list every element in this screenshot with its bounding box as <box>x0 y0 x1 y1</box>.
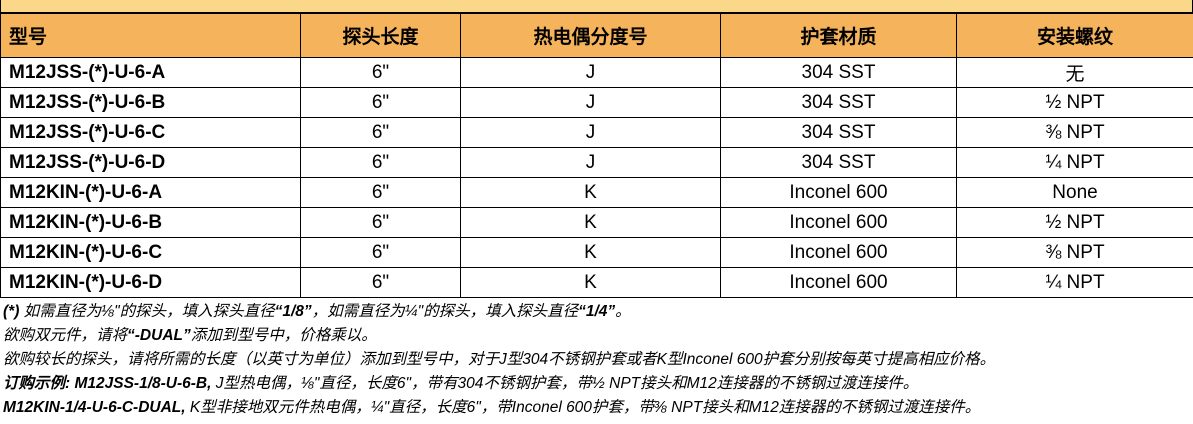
header-cell: 护套材质 <box>720 13 957 58</box>
note-text: ，如需直径为¼"的探头，填入探头直径 <box>311 303 579 320</box>
note-text: “1/8” <box>274 303 312 320</box>
note: (*) 如需直径为⅛"的探头，填入探头直径“1/8”，如需直径为¼"的探头，填入… <box>3 300 995 324</box>
table-cell: K <box>460 237 721 268</box>
header-cell: 型号 <box>0 13 301 58</box>
table-row: M12KIN-(*)-U-6-B 6" K Inconel 600 ½ NPT <box>0 207 1193 238</box>
header-cell: 安装螺纹 <box>956 13 1193 58</box>
table-cell: ⅜ NPT <box>956 237 1193 268</box>
table-row: M12KIN-(*)-U-6-D 6" K Inconel 600 ¼ NPT <box>0 267 1193 298</box>
table-cell: K <box>460 207 721 238</box>
note-text: J型热电偶，⅛"直径，长度6"，带有304不锈钢护套，带½ NPT接头和M12连… <box>211 375 919 392</box>
note-text: 欲购双元件，请将 <box>3 327 128 344</box>
table-cell: ¼ NPT <box>956 267 1193 298</box>
table-cell: 304 SST <box>720 147 957 178</box>
note-text: 添加到型号中，价格乘以。 <box>190 327 377 344</box>
table-cell: M12JSS-(*)-U-6-C <box>0 117 301 148</box>
header-cell: 探头长度 <box>300 13 461 58</box>
note: M12KIN-1/4-U-6-C-DUAL, K型非接地双元件热电偶，¼"直径，… <box>3 396 995 420</box>
header-row: 型号 探头长度 热电偶分度号 护套材质 安装螺纹 <box>0 13 1193 58</box>
table-row: M12JSS-(*)-U-6-D 6" J 304 SST ¼ NPT <box>0 147 1193 178</box>
table-cell: Inconel 600 <box>720 237 957 268</box>
table-row: M12KIN-(*)-U-6-A 6" K Inconel 600 None <box>0 177 1193 208</box>
table-body: M12JSS-(*)-U-6-A 6" J 304 SST 无 M12JSS-(*)-U-… <box>0 57 1193 298</box>
table-row: M12JSS-(*)-U-6-B 6" J 304 SST ½ NPT <box>0 87 1193 118</box>
note-text: M12KIN-1/4-U-6-C-DUAL, <box>3 399 186 416</box>
note-text: (*) <box>3 303 20 320</box>
table-cell: M12KIN-(*)-U-6-D <box>0 267 301 298</box>
table-cell: None <box>956 177 1193 208</box>
spec-table: 型号 探头长度 热电偶分度号 护套材质 安装螺纹 M12JSS-(*)-U-6-A 6" J… <box>0 13 1193 298</box>
note: 欲购双元件，请将“-DUAL”添加到型号中，价格乘以。 <box>3 324 995 348</box>
table-row: M12JSS-(*)-U-6-A 6" J 304 SST 无 <box>0 57 1193 88</box>
table-cell: J <box>460 87 721 118</box>
table-cell: ½ NPT <box>956 87 1193 118</box>
table-cell: M12KIN-(*)-U-6-C <box>0 237 301 268</box>
table-row: M12KIN-(*)-U-6-C 6" K Inconel 600 ⅜ NPT <box>0 237 1193 268</box>
table-cell: J <box>460 147 721 178</box>
table-cell: K <box>460 267 721 298</box>
table-cell: 304 SST <box>720 57 957 88</box>
table-cell: ½ NPT <box>956 207 1193 238</box>
table-cell: J <box>460 117 721 148</box>
table-cell: M12JSS-(*)-U-6-D <box>0 147 301 178</box>
table-cell: 6" <box>300 207 461 238</box>
note-text: 欲购较长的探头，请将所需的长度（以英寸为单位）添加到型号中，对于J型304不锈钢… <box>3 351 996 368</box>
note: 欲购较长的探头，请将所需的长度（以英寸为单位）添加到型号中，对于J型304不锈钢… <box>3 348 995 372</box>
table-cell: ⅜ NPT <box>956 117 1193 148</box>
table-row: M12JSS-(*)-U-6-C 6" J 304 SST ⅜ NPT <box>0 117 1193 148</box>
note: 订购示例: M12JSS-1/8-U-6-B, J型热电偶，⅛"直径，长度6"，… <box>3 372 995 396</box>
table-cell: M12KIN-(*)-U-6-B <box>0 207 301 238</box>
table-cell: 304 SST <box>720 87 957 118</box>
table-cell: 无 <box>956 57 1193 88</box>
table-cell: M12JSS-(*)-U-6-A <box>0 57 301 88</box>
table-cell: M12JSS-(*)-U-6-B <box>0 87 301 118</box>
note-text: “1/4” <box>578 303 616 320</box>
table-cell: Inconel 600 <box>720 177 957 208</box>
header-cell: 热电偶分度号 <box>460 13 721 58</box>
table-cell: 6" <box>300 87 461 118</box>
note-text: “-DUAL” <box>127 327 191 344</box>
table-cell: Inconel 600 <box>720 267 957 298</box>
table-cell: 6" <box>300 237 461 268</box>
table-cell: K <box>460 177 721 208</box>
note-text: K型非接地双元件热电偶，¼"直径，长度6"，带Inconel 600护套，带⅜ … <box>185 399 981 416</box>
note-text: 订购示例: M12JSS-1/8-U-6-B, <box>3 375 212 392</box>
table-cell: M12KIN-(*)-U-6-A <box>0 177 301 208</box>
table-cell: 6" <box>300 57 461 88</box>
note-text: 如需直径为⅛"的探头，填入探头直径 <box>19 303 275 320</box>
table-cell: J <box>460 57 721 88</box>
table-cell: 304 SST <box>720 117 957 148</box>
notes: (*) 如需直径为⅛"的探头，填入探头直径“1/8”，如需直径为¼"的探头，填入… <box>3 300 995 420</box>
header-band <box>0 0 1193 13</box>
table-cell: 6" <box>300 147 461 178</box>
table-cell: 6" <box>300 117 461 148</box>
table-cell: Inconel 600 <box>720 207 957 238</box>
table-cell: 6" <box>300 267 461 298</box>
note-text: 。 <box>615 303 631 320</box>
table-cell: 6" <box>300 177 461 208</box>
table-cell: ¼ NPT <box>956 147 1193 178</box>
